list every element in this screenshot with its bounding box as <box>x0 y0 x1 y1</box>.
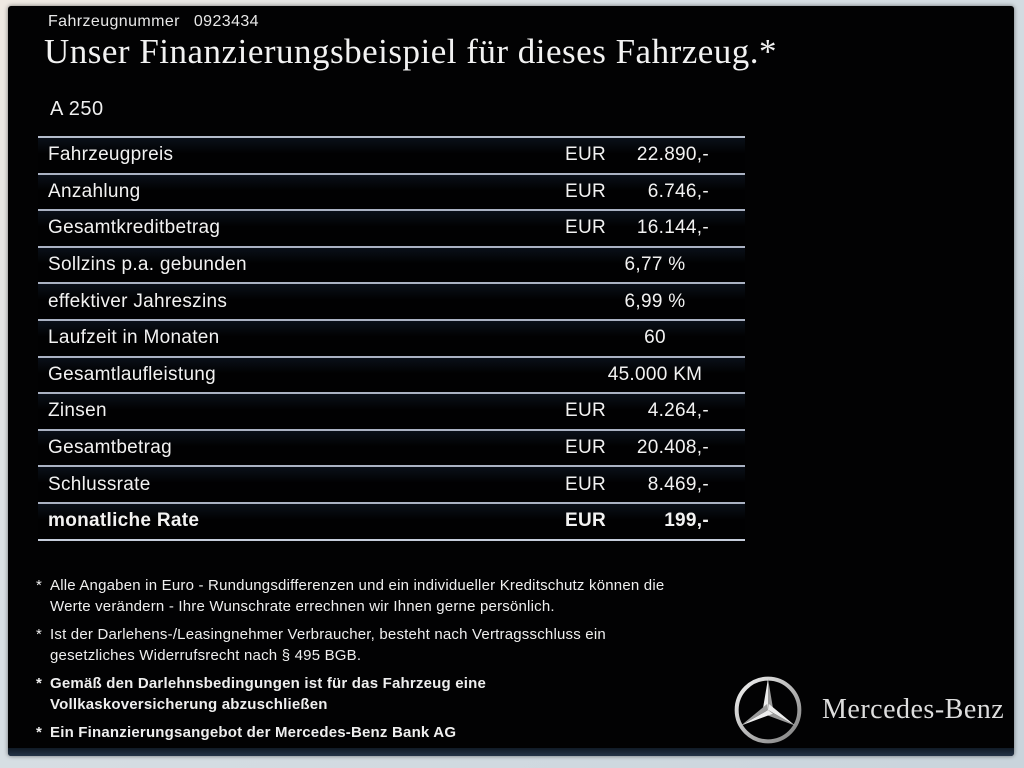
vehicle-number-label: Fahrzeugnummer <box>48 13 180 30</box>
footnote-line: Werte verändern - Ihre Wunschrate errech… <box>50 598 555 615</box>
row-value: 16.144,- <box>636 217 709 239</box>
table-row-zinsen: Zinsen EUR 4.264,- <box>38 394 745 431</box>
row-label: monatliche Rate <box>48 510 200 532</box>
vehicle-model: A 250 <box>50 98 104 120</box>
row-value: 20.408,- <box>636 437 709 459</box>
footnote-marker: * <box>36 724 43 741</box>
footnote-line: gesetzliches Widerrufsrecht nach § 495 B… <box>50 647 362 664</box>
footnote-marker: * <box>36 626 43 643</box>
brand-logo-block: Mercedes-Benz <box>726 664 1014 756</box>
row-label: Gesamtkreditbetrag <box>48 217 221 239</box>
table-row-gesamtkreditbetrag: Gesamtkreditbetrag EUR 16.144,- <box>38 211 745 248</box>
row-currency: EUR <box>565 473 607 495</box>
row-label: Anzahlung <box>48 180 141 202</box>
row-currency: EUR <box>565 400 607 422</box>
table-row-effektiver-jahreszins: effektiver Jahreszins 6,99 % <box>38 284 745 321</box>
vehicle-number: Fahrzeugnummer 0923434 <box>48 13 259 31</box>
table-row-fahrzeugpreis: Fahrzeugpreis EUR 22.890,- <box>38 138 745 175</box>
footnote-4: * Ein Finanzierungsangebot der Mercedes-… <box>36 722 766 743</box>
footnote-marker: * <box>36 675 43 692</box>
bottom-accent-strip <box>8 748 1014 756</box>
row-value: 4.264,- <box>647 400 709 422</box>
table-row-anzahlung: Anzahlung EUR 6.746,- <box>38 174 745 212</box>
footnote-2: * Ist der Darlehens-/Leasingnehmer Verbr… <box>36 624 766 666</box>
row-label: Gesamtbetrag <box>48 437 172 459</box>
financing-sheet: Fahrzeugnummer 0923434 Unser Finanzierung… <box>8 6 1014 756</box>
footnote-line: Vollkaskoversicherung abzuschließen <box>50 696 328 713</box>
row-label: Laufzeit in Monaten <box>48 327 220 349</box>
page-title: Unser Finanzierungsbeispiel für dieses F… <box>44 32 778 71</box>
row-label: Sollzins p.a. gebunden <box>48 254 247 276</box>
footnote-line: Ein Finanzierungsangebot der Mercedes-Be… <box>50 724 457 741</box>
footnote-3: * Gemäß den Darlehnsbedingungen ist für … <box>36 673 766 715</box>
row-value: 45.000 KM <box>607 363 703 385</box>
row-label: effektiver Jahreszins <box>48 290 228 312</box>
row-currency: EUR <box>565 217 607 239</box>
row-currency: EUR <box>565 437 607 459</box>
row-label: Fahrzeugpreis <box>48 144 174 166</box>
row-value: 8.469,- <box>647 473 709 495</box>
brand-name: Mercedes-Benz <box>822 694 1005 725</box>
footnote-marker: * <box>36 577 43 594</box>
row-currency: EUR <box>565 144 607 166</box>
footnote-line: Gemäß den Darlehnsbedingungen ist für da… <box>50 675 487 692</box>
table-row-laufzeit: Laufzeit in Monaten 60 <box>38 320 745 358</box>
footnote-1: * Alle Angaben in Euro - Rundungsdiffere… <box>36 575 766 617</box>
row-label: Zinsen <box>48 400 107 422</box>
footnotes: * Alle Angaben in Euro - Rundungsdiffere… <box>36 575 766 750</box>
row-value: 199,- <box>664 510 709 532</box>
table-row-schlussrate: Schlussrate EUR 8.469,- <box>38 467 745 504</box>
row-currency: EUR <box>565 180 607 202</box>
row-label: Schlussrate <box>48 473 151 495</box>
row-value: 22.890,- <box>636 144 709 166</box>
row-currency: EUR <box>565 510 607 532</box>
financing-table: Fahrzeugpreis EUR 22.890,- Anzahlung EUR 6… <box>38 136 745 541</box>
table-row-sollzins: Sollzins p.a. gebunden 6,77 % <box>38 247 745 285</box>
row-value: 6,77 % <box>624 254 686 276</box>
row-value: 60 <box>644 327 666 349</box>
table-row-gesamtlaufleistung: Gesamtlaufleistung 45.000 KM <box>38 357 745 395</box>
row-value: 6,99 % <box>624 290 686 312</box>
mercedes-star-icon <box>734 676 802 744</box>
table-row-gesamtbetrag: Gesamtbetrag EUR 20.408,- <box>38 430 745 468</box>
row-label: Gesamtlaufleistung <box>48 363 217 385</box>
table-row-monatliche-rate: monatliche Rate EUR 199,- <box>38 503 745 541</box>
footnote-line: Alle Angaben in Euro - Rundungsdifferenz… <box>50 577 665 594</box>
vehicle-number-value: 0923434 <box>193 13 259 30</box>
row-value: 6.746,- <box>647 180 709 202</box>
footnote-line: Ist der Darlehens-/Leasingnehmer Verbrau… <box>50 626 606 643</box>
